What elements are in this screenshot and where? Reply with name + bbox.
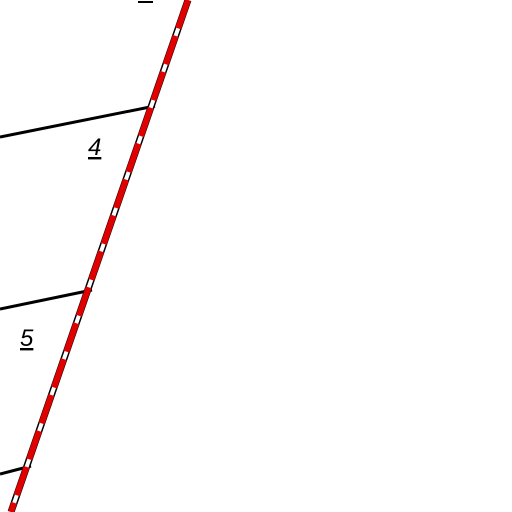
- parcel-label-5: 5: [20, 325, 34, 352]
- parcel-boundary-line-top: [0, 104, 156, 139]
- parcel-boundary-line-middle: [0, 288, 93, 311]
- parcel-label-4: 4: [88, 134, 101, 161]
- dashed-boundary-red: [8, 0, 191, 512]
